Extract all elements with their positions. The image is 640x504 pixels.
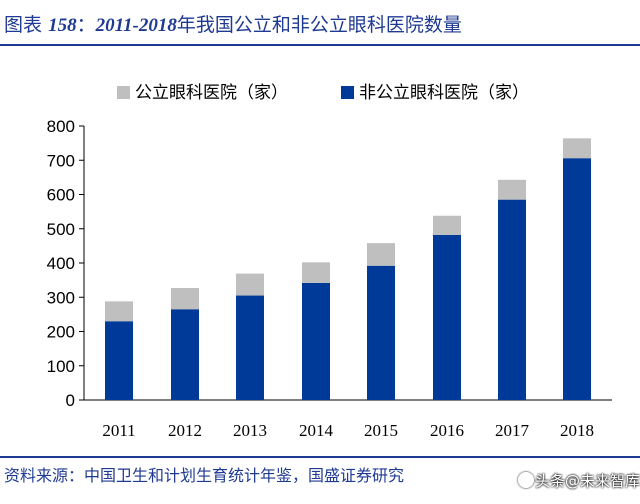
- y-tick-label: 0: [66, 391, 75, 410]
- bar-segment: [563, 158, 591, 400]
- bar-segment: [171, 309, 199, 400]
- x-tick-label: 2015: [364, 421, 398, 440]
- y-tick-label: 700: [47, 151, 75, 170]
- watermark-icon: [518, 472, 534, 488]
- bar-segment: [433, 215, 461, 235]
- x-tick-label: 2016: [430, 421, 464, 440]
- source-note: 资料来源：中国卫生和计划生育统计年鉴，国盛证券研究: [4, 466, 405, 485]
- legend-swatch: [117, 86, 130, 99]
- bar-segment: [105, 301, 133, 322]
- y-tick-label: 400: [47, 254, 75, 273]
- bar-segment: [498, 179, 526, 200]
- x-tick-label: 2011: [102, 421, 135, 440]
- chart-title: 图表 158：2011-2018年我国公立和非公立眼科医院数量: [4, 10, 462, 37]
- bar-segment: [498, 199, 526, 400]
- y-tick-label: 800: [47, 117, 75, 136]
- title-prefix: 图表: [4, 14, 43, 36]
- x-tick-label: 2014: [299, 421, 334, 440]
- bar-chart: 0 100 200 300 400 500 600 700 800 2011 2012 2013 201…: [47, 83, 612, 440]
- bar-segment: [302, 262, 330, 283]
- x-tick-label: 2018: [560, 421, 594, 440]
- bar-segment: [236, 273, 264, 296]
- y-tick-label: 100: [47, 357, 75, 376]
- legend-label: 非公立眼科医院（家）: [359, 83, 529, 103]
- x-tick-label: 2013: [233, 421, 267, 440]
- bar-segment: [302, 282, 330, 400]
- bar-segment: [433, 234, 461, 400]
- title-text: 年我国公立和非公立眼科医院数量: [176, 14, 462, 36]
- y-tick-label: 300: [47, 288, 75, 307]
- title-years: 2011-2018: [95, 15, 177, 36]
- bar-segment: [563, 138, 591, 159]
- bar-segment: [367, 265, 395, 400]
- y-tick-label: 500: [47, 220, 75, 239]
- title-divider: [0, 44, 640, 46]
- bar-segment: [236, 295, 264, 400]
- source-divider: [0, 456, 640, 458]
- title-sep: ：: [76, 14, 96, 36]
- title-number: 158: [48, 15, 77, 36]
- y-tick-label: 600: [47, 186, 75, 205]
- x-tick-label: 2017: [495, 421, 530, 440]
- watermark: 头条@未来智库: [535, 472, 640, 490]
- legend-swatch: [341, 86, 354, 99]
- legend-label: 公立眼科医院（家）: [135, 83, 288, 103]
- bar-segment: [367, 243, 395, 266]
- x-tick-label: 2012: [168, 421, 202, 440]
- bar-segment: [171, 288, 199, 310]
- y-tick-label: 200: [47, 323, 75, 342]
- bar-segment: [105, 321, 133, 400]
